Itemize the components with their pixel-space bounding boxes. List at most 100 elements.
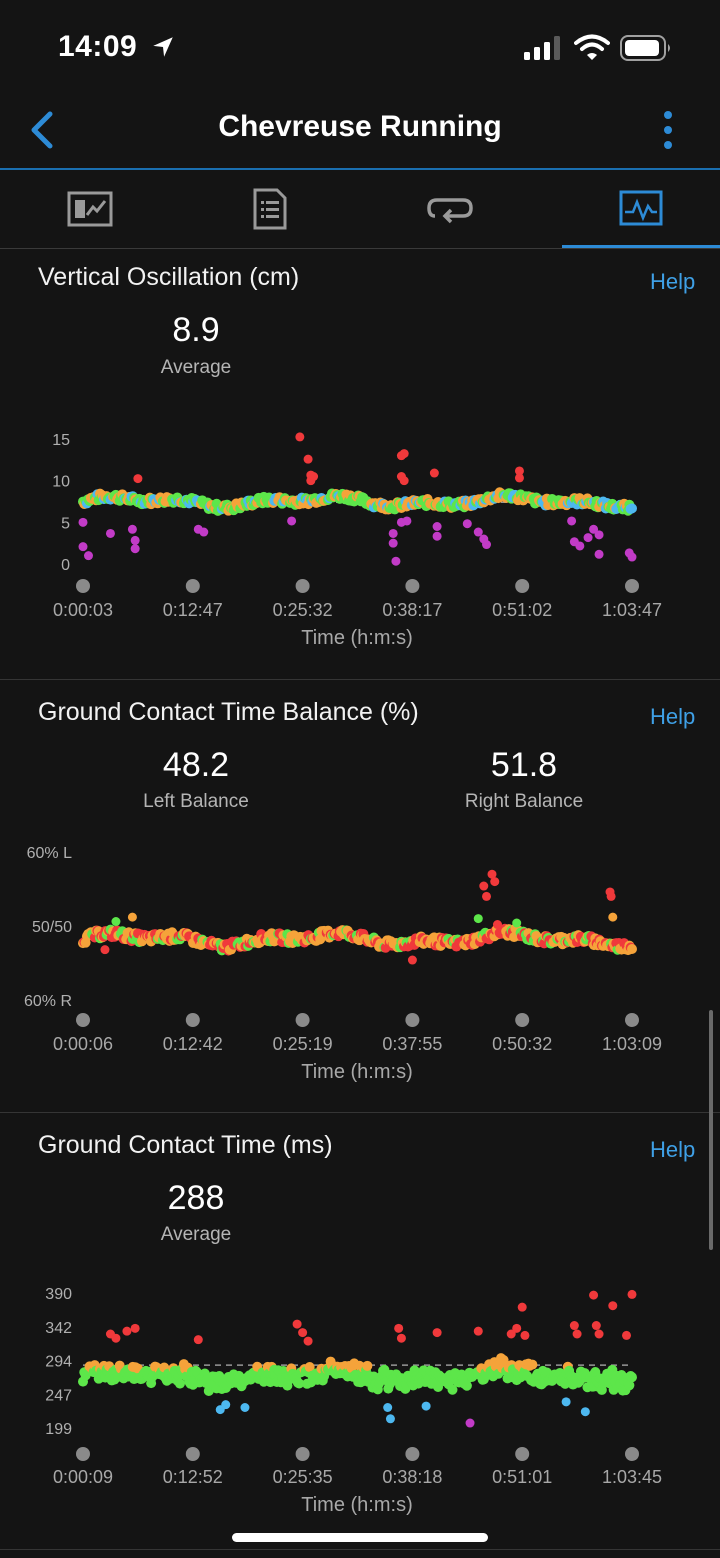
outlier-point (429, 468, 439, 478)
x-tick-label: 0:25:35 (273, 1467, 333, 1487)
outlier-point (432, 522, 442, 531)
wifi-icon (574, 34, 610, 60)
x-axis-marker-dot (185, 1013, 200, 1027)
help-link[interactable]: Help (650, 704, 696, 729)
navigation-bar: Chevreuse Running (0, 92, 720, 170)
y-tick-label: 342 (45, 1320, 72, 1337)
help-link[interactable]: Help (650, 1137, 696, 1162)
tab-overview[interactable] (0, 170, 180, 248)
outlier-point (589, 1290, 599, 1300)
right-balance-label: Right Balance (464, 791, 584, 812)
outlier-point (130, 535, 140, 545)
x-axis-title: Time (h:m:s) (301, 1061, 412, 1083)
outlier-point (309, 472, 319, 481)
y-tick-label: 5 (61, 515, 70, 532)
status-bar: 14:09 (0, 0, 720, 92)
tab-stats[interactable] (180, 170, 360, 248)
x-axis-marker-dot (625, 1447, 639, 1461)
outlier-point (303, 454, 313, 464)
outlier-point (622, 1330, 632, 1340)
average-value: 288 (167, 1179, 225, 1217)
home-indicator[interactable] (232, 1533, 488, 1542)
status-time: 14:09 (58, 30, 138, 63)
vertical-oscillation-section: Vertical Oscillation (cm) Help 8.9 Avera… (0, 249, 720, 680)
outlier-point (407, 955, 417, 965)
outlier-point (594, 549, 604, 559)
list-document-icon (253, 188, 287, 230)
outlier-point (514, 473, 524, 483)
y-tick-label: 15 (52, 432, 70, 449)
cellular-signal-icon (524, 36, 560, 60)
gct-balance-section: Ground Contact Time Balance (%) Help 48.… (0, 680, 720, 1113)
outlier-point (111, 1333, 121, 1343)
x-axis-marker-dot (405, 579, 420, 593)
data-point (304, 1362, 315, 1373)
outlier-point (83, 551, 93, 561)
x-tick-label: 0:12:42 (163, 1034, 223, 1054)
outlier-point (127, 524, 137, 534)
y-tick-label: 199 (45, 1421, 72, 1438)
gct-balance-chart: 60% L 50/50 60% R 0:00:06 0:12:42 0:25:19 0:37… (24, 845, 662, 1083)
average-label: Average (160, 1224, 232, 1245)
data-point (433, 1381, 444, 1392)
outlier-point (221, 1400, 231, 1410)
outlier-point (394, 1323, 404, 1333)
outlier-point (575, 541, 585, 551)
outlier-point (487, 869, 497, 879)
back-chevron-icon[interactable] (24, 108, 64, 152)
outlier-point (567, 516, 577, 526)
outlier-point (608, 912, 618, 922)
outlier-point (388, 538, 398, 548)
tab-laps[interactable] (360, 170, 540, 248)
x-axis-marker-dot (295, 1013, 310, 1027)
outlier-point (473, 1326, 483, 1336)
data-point (174, 1378, 185, 1389)
outlier-point (627, 552, 637, 562)
data-point (560, 1378, 571, 1389)
x-tick-label: 0:38:17 (382, 600, 442, 620)
more-options-icon[interactable] (650, 106, 686, 154)
outlier-point (402, 516, 412, 526)
location-arrow-icon (153, 37, 173, 57)
ground-contact-time-section: Ground Contact Time (ms) Help 288 Averag… (0, 1113, 720, 1550)
x-axis-marker-dot (185, 579, 200, 593)
data-point (447, 1384, 458, 1395)
x-axis-marker-dot (625, 1013, 639, 1027)
help-link[interactable]: Help (650, 269, 696, 294)
outlier-point (479, 881, 489, 891)
left-balance-label: Left Balance (143, 791, 249, 812)
y-tick-label: 10 (52, 474, 70, 491)
outlier-point (462, 519, 472, 529)
scroll-indicator[interactable] (709, 1010, 713, 1250)
outlier-point (512, 918, 522, 928)
x-tick-label: 0:00:06 (53, 1034, 113, 1054)
section-title: Ground Contact Time Balance (%) (38, 698, 419, 726)
outlier-point (298, 1328, 308, 1338)
x-tick-label: 0:50:32 (492, 1034, 552, 1054)
battery-icon (620, 35, 670, 61)
charts-icon (619, 190, 663, 225)
outlier-point (105, 528, 115, 538)
outlier-point (421, 1401, 431, 1411)
outlier-point (127, 912, 137, 922)
outlier-point (512, 1323, 522, 1333)
x-tick-label: 0:25:32 (273, 600, 333, 620)
x-axis-marker-dot (515, 1013, 530, 1027)
y-tick-label: 0 (61, 557, 70, 574)
x-tick-label: 1:03:09 (602, 1034, 662, 1054)
x-axis-marker-dot (76, 579, 90, 593)
average-value: 8.9 (172, 311, 220, 349)
tab-charts[interactable] (562, 170, 720, 248)
outlier-point (465, 1418, 475, 1428)
x-axis-marker-dot (185, 1447, 200, 1461)
outlier-point (473, 914, 483, 924)
y-tick-label: 390 (45, 1286, 72, 1303)
data-point (461, 1380, 472, 1391)
right-balance-value: 51.8 (490, 746, 558, 784)
outlier-point (130, 544, 140, 554)
x-tick-label: 0:37:55 (382, 1034, 442, 1054)
x-axis-title: Time (h:m:s) (301, 627, 412, 649)
outlier-point (399, 449, 409, 459)
x-tick-label: 0:12:52 (163, 1467, 223, 1487)
y-tick-label: 247 (45, 1387, 72, 1404)
